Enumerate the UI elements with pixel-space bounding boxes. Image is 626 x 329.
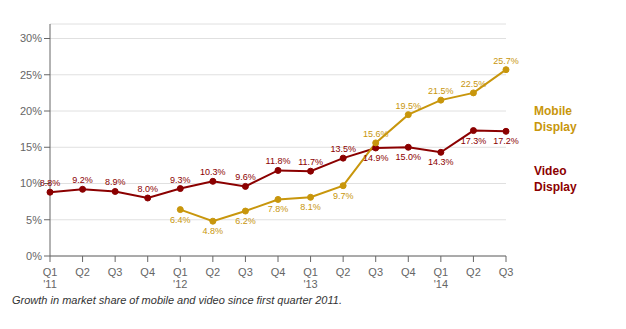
svg-text:Q3: Q3 (108, 266, 123, 278)
svg-text:Q3: Q3 (368, 266, 383, 278)
svg-text:8.0%: 8.0% (137, 184, 158, 194)
svg-text:0%: 0% (26, 250, 42, 262)
svg-text:20%: 20% (20, 105, 42, 117)
svg-text:Q3: Q3 (499, 266, 514, 278)
html-text:Mobile Display: Mobile Display (534, 104, 577, 134)
svg-text:6.2%: 6.2% (235, 216, 256, 226)
svg-text:8.1%: 8.1% (300, 202, 321, 212)
svg-text:Q1'14: Q1'14 (434, 266, 449, 290)
svg-text:30%: 30% (20, 32, 42, 44)
svg-text:Q4: Q4 (271, 266, 286, 278)
svg-text:Q4: Q4 (140, 266, 155, 278)
svg-text:9.6%: 9.6% (235, 172, 256, 182)
svg-text:13.5%: 13.5% (330, 144, 356, 154)
svg-text:9.7%: 9.7% (333, 191, 354, 201)
svg-text:Q2: Q2 (75, 266, 90, 278)
svg-text:17.2%: 17.2% (493, 136, 519, 146)
svg-text:17.3%: 17.3% (461, 136, 487, 146)
svg-text:25.7%: 25.7% (493, 56, 519, 66)
svg-text:Q2: Q2 (336, 266, 351, 278)
svg-text:21.5%: 21.5% (428, 86, 454, 96)
svg-text:15.6%: 15.6% (363, 129, 389, 139)
svg-text:Q4: Q4 (401, 266, 416, 278)
svg-text:8.8%: 8.8% (40, 178, 61, 188)
svg-text:14.9%: 14.9% (363, 153, 389, 163)
svg-text:Q3: Q3 (238, 266, 253, 278)
svg-text:7.8%: 7.8% (268, 204, 289, 214)
svg-text:10%: 10% (20, 177, 42, 189)
svg-text:10.3%: 10.3% (200, 167, 226, 177)
svg-text:11.8%: 11.8% (266, 156, 291, 166)
html-text:Growth in market share of mobi: Growth in market share of mobile and vid… (12, 294, 342, 306)
svg-text:15%: 15% (20, 141, 42, 153)
html-text:Video Display: Video Display (534, 164, 577, 194)
svg-text:22.5%: 22.5% (461, 79, 487, 89)
svg-text:Q2: Q2 (206, 266, 221, 278)
svg-text:Q1'11: Q1'11 (43, 266, 58, 290)
svg-text:11.7%: 11.7% (298, 157, 323, 167)
svg-text:4.8%: 4.8% (203, 226, 224, 236)
svg-text:9.3%: 9.3% (170, 175, 191, 185)
svg-text:14.3%: 14.3% (428, 157, 454, 167)
svg-text:9.2%: 9.2% (72, 175, 93, 185)
svg-text:25%: 25% (20, 69, 42, 81)
svg-text:19.5%: 19.5% (396, 101, 422, 111)
svg-text:8.9%: 8.9% (105, 177, 126, 187)
svg-text:Q2: Q2 (466, 266, 481, 278)
svg-text:6.4%: 6.4% (170, 215, 191, 225)
svg-text:Q1'13: Q1'13 (303, 266, 318, 290)
svg-text:Q1'12: Q1'12 (173, 266, 188, 290)
svg-text:15.0%: 15.0% (396, 152, 422, 162)
svg-text:5%: 5% (26, 214, 42, 226)
